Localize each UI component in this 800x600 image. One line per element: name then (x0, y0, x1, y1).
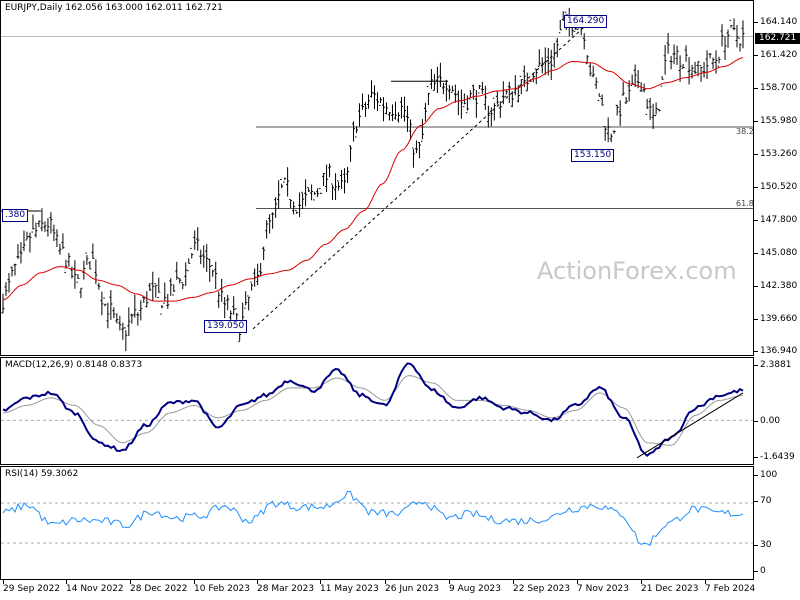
rsi-tick: 70 (753, 496, 772, 506)
date-tick: 14 Nov 2022 (66, 580, 124, 594)
date-tick: 11 May 2023 (320, 580, 379, 594)
rsi-tick: 0 (754, 566, 766, 576)
date-tick: 28 Mar 2023 (257, 580, 315, 594)
fib-618-label: 61.8 (736, 199, 754, 208)
macd-pane[interactable]: MACD(12,26,9) 0.8148 0.8373 (0, 357, 754, 465)
macd-tick: 0.00 (753, 416, 781, 426)
high-label: 164.290 (564, 15, 608, 28)
macd-chart (1, 362, 753, 459)
price-tick: 142.380 (753, 281, 798, 291)
projection-line (252, 16, 596, 330)
price-tick: 147.800 (753, 215, 798, 225)
price-tick: 153.260 (753, 149, 798, 159)
rsi-line (2, 490, 744, 547)
date-tick: 9 Aug 2023 (449, 580, 501, 594)
price-tick: 136.940 (753, 346, 798, 356)
price-tick: 164.140 (753, 17, 798, 27)
date-axis: 29 Sep 2022 14 Nov 2022 28 Dec 2022 10 F… (0, 580, 800, 600)
price-tick: 145.080 (753, 248, 798, 258)
watermark: ActionForex.com (537, 257, 737, 285)
macd-signal-line (2, 375, 744, 446)
fib-382-label: 38.2 (736, 127, 754, 136)
date-tick: 21 Dec 2023 (641, 580, 699, 594)
date-tick: 22 Sep 2023 (513, 580, 571, 594)
price-chart (1, 7, 753, 352)
low1-label: 139.050 (204, 320, 248, 333)
macd-tick: 2.3881 (754, 360, 792, 370)
date-tick: 7 Feb 2024 (705, 580, 756, 594)
left-label: .380 (2, 209, 29, 222)
price-axis: 164.140 161.420 158.700 155.980 153.260 … (753, 0, 800, 356)
date-tick: 29 Sep 2022 (3, 580, 61, 594)
moving-average-line (2, 57, 744, 302)
current-price-tag: 162.721 (755, 33, 800, 44)
price-tick: 158.700 (753, 83, 798, 93)
date-tick: 28 Dec 2022 (130, 580, 188, 594)
rsi-pane[interactable]: RSI(14) 59.3062 (0, 466, 754, 580)
rsi-axis: 100 70 30 0 (753, 466, 800, 580)
rsi-tick: 30 (753, 540, 772, 550)
macd-trendline (636, 392, 744, 459)
price-pane-title: EURJPY,Daily 162.056 163.000 162.011 162… (5, 3, 223, 13)
price-tick: 150.520 (753, 182, 798, 192)
rsi-pane-title: RSI(14) 59.3062 (5, 469, 79, 479)
rsi-chart (1, 490, 753, 547)
rsi-tick: 100 (753, 470, 778, 480)
macd-pane-title: MACD(12,26,9) 0.8148 0.8373 (5, 360, 143, 370)
price-pane[interactable]: EURJPY,Daily 162.056 163.000 162.011 162… (0, 0, 754, 356)
macd-main-line (2, 362, 744, 458)
date-tick: 26 Jun 2023 (385, 580, 440, 594)
date-tick: 7 Nov 2023 (577, 580, 629, 594)
low2-label: 153.150 (571, 149, 615, 162)
price-tick: 139.660 (753, 314, 798, 324)
price-tick: 155.980 (753, 116, 798, 126)
macd-tick: -1.6439 (754, 452, 795, 462)
date-tick: 10 Feb 2023 (194, 580, 251, 594)
price-bars (1, 7, 745, 352)
price-tick: 161.420 (753, 50, 798, 60)
macd-axis: 2.3881 0.00 -1.6439 (753, 357, 800, 465)
